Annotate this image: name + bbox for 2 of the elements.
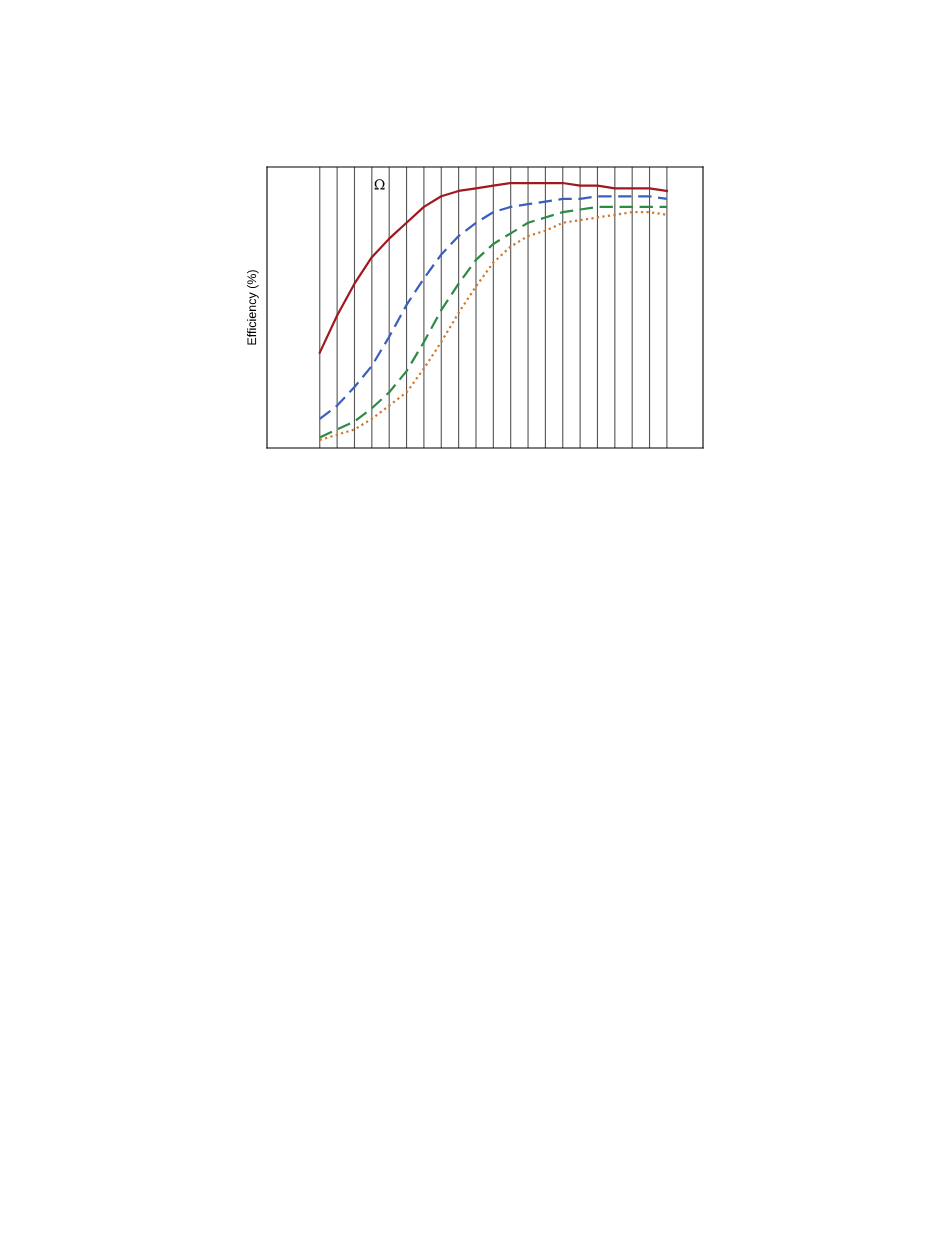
annotation: Ω [374,179,385,190]
y-axis-title: Efficiency (%) [247,270,259,345]
